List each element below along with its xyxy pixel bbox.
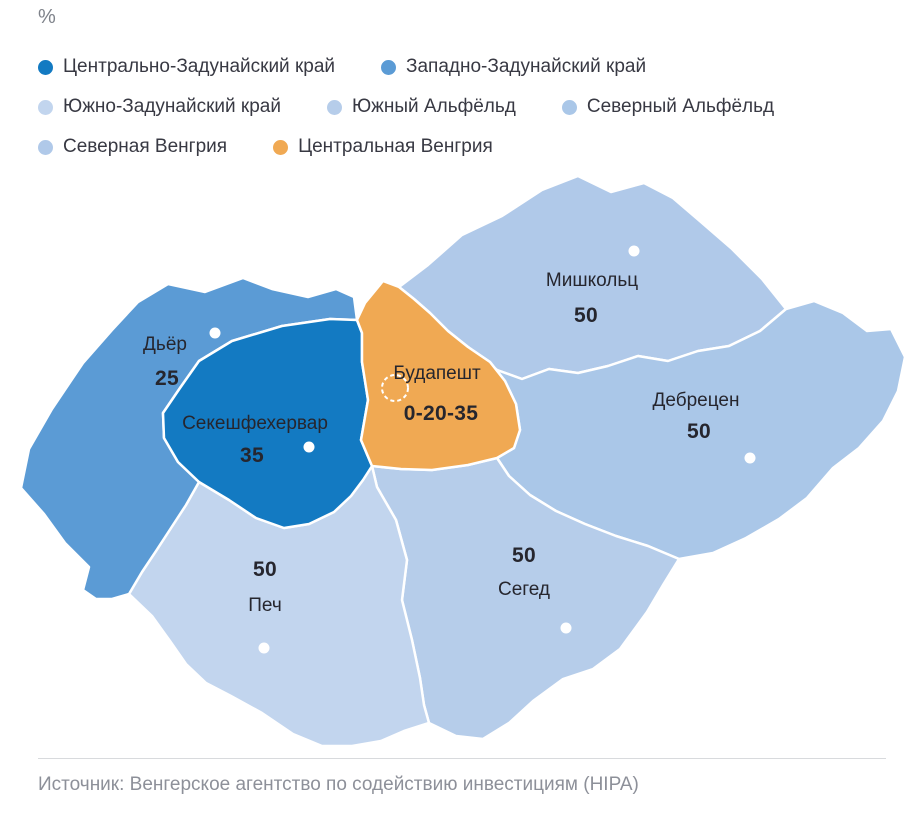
map-label-miskolc-value: 50 (574, 304, 598, 327)
map-label-szeged-name: Сегед (497, 579, 551, 600)
legend-item-central-transdanubia: Центрально-Задунайский край (38, 54, 335, 80)
legend-color-dot (38, 59, 53, 75)
map-label-szekesfehervar-name: Секешфехервар (182, 413, 328, 434)
budapest-city-outline (381, 374, 409, 402)
map-label-budapest-value: 0-20-35 (403, 402, 479, 425)
legend-item-central-hungary: Центральная Венгрия (273, 134, 493, 160)
city-marker-miskolc (628, 245, 640, 257)
source-divider (38, 758, 886, 759)
map-label-pecs-value: 50 (253, 558, 277, 581)
legend-item-label: Западно-Задунайский край (406, 56, 647, 77)
legend-item-label: Южно-Задунайский край (63, 96, 281, 117)
city-marker-szekesfehervar (303, 441, 315, 453)
legend-item-southern-transdanubia: Южно-Задунайский край (38, 94, 281, 120)
legend-item-northern-hungary: Северная Венгрия (38, 134, 227, 160)
city-marker-debrecen (744, 452, 756, 464)
legend-color-dot (561, 99, 577, 115)
legend-color-dot (273, 139, 289, 155)
legend-item-label: Северная Венгрия (63, 136, 228, 157)
legend-color-dot (38, 99, 53, 115)
legend-row: Южно-Задунайский край Южный Альфёльд Сев… (38, 94, 774, 120)
legend-item-northern-great-plain: Северный Альфёльд (561, 94, 775, 120)
map-label-szeged-value: 50 (512, 544, 536, 567)
city-marker-gyor (209, 327, 221, 339)
map-label-szekesfehervar-value: 35 (240, 444, 264, 467)
legend-item-western-transdanubia: Западно-Задунайский край (381, 54, 646, 80)
map-label-pecs-name: Печ (248, 595, 282, 616)
map-label-gyor-value: 25 (155, 367, 179, 390)
legend-item-label: Центрально-Задунайский край (63, 56, 336, 77)
unit-label: % (38, 6, 56, 28)
region-central-hungary (355, 279, 522, 472)
legend: Центрально-Задунайский край Западно-Заду… (38, 54, 774, 160)
map-label-gyor-name: Дьёр (143, 334, 187, 355)
map-label-miskolc-name: Мишкольц (545, 270, 639, 291)
legend-item-southern-great-plain: Южный Альфёльд (326, 94, 516, 120)
legend-row: Северная Венгрия Центральная Венгрия (38, 134, 774, 160)
legend-item-label: Северный Альфёльд (586, 96, 775, 117)
map-label-debrecen-name: Дебрецен (652, 390, 740, 411)
map-label-debrecen-value: 50 (687, 420, 711, 443)
legend-item-label: Центральная Венгрия (298, 136, 493, 157)
city-marker-szeged (560, 622, 572, 634)
legend-color-dot (38, 139, 53, 155)
legend-row: Центрально-Задунайский край Западно-Заду… (38, 54, 774, 80)
city-marker-pecs (258, 642, 270, 654)
legend-color-dot (381, 59, 397, 75)
source-text: Источник: Венгерское агентство по содейс… (38, 774, 639, 795)
map-label-budapest-name: Будапешт (393, 363, 481, 384)
legend-item-label: Южный Альфёльд (351, 96, 516, 117)
legend-color-dot (326, 99, 342, 115)
